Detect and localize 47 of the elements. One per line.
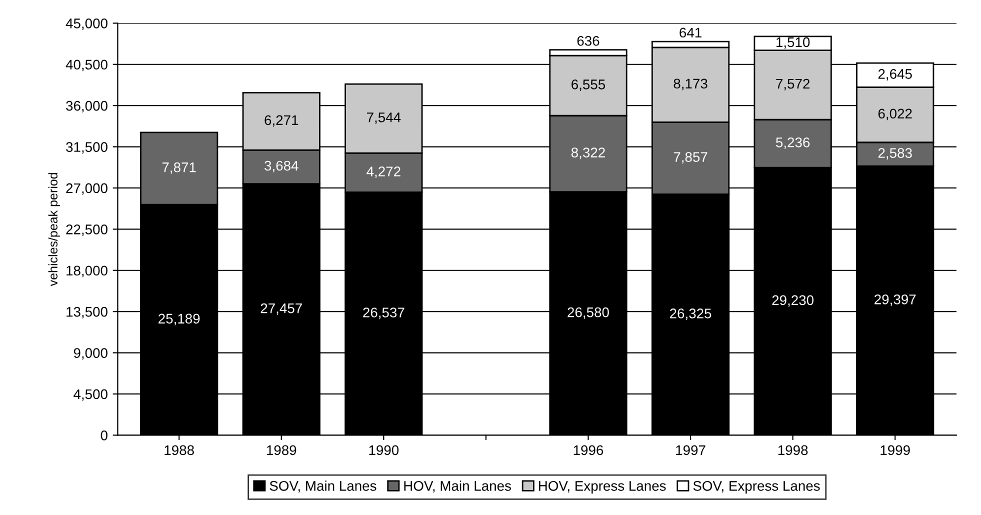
data-label: 4,272	[366, 166, 400, 178]
y-tick-label: 13,500	[66, 306, 108, 318]
legend-label: HOV, Main Lanes	[404, 480, 511, 492]
y-axis-title: vehicles/peak period	[48, 172, 60, 286]
x-tick-label: 1997	[676, 445, 706, 456]
data-label: 7,857	[674, 152, 708, 164]
data-label: 5,236	[776, 137, 810, 149]
y-tick-label: 22,500	[66, 224, 108, 236]
data-label: 6,271	[264, 115, 298, 127]
y-tick-label: 18,000	[66, 266, 108, 278]
data-label: 636	[577, 36, 600, 46]
y-tick-label: 0	[100, 430, 108, 440]
y-tick-label: 4,500	[74, 389, 108, 401]
data-label: 2,583	[878, 148, 912, 160]
x-tick-label: 1990	[369, 445, 399, 456]
legend-label: SOV, Express Lanes	[693, 481, 820, 494]
y-tick-label: 27,000	[66, 183, 108, 195]
data-label: 25,189	[158, 314, 200, 326]
legend-label: HOV, Express Lanes	[539, 481, 666, 494]
x-tick-label: 1989	[266, 445, 296, 456]
data-label: 27,457	[260, 303, 302, 315]
data-label: 26,537	[363, 308, 404, 320]
data-label: 7,572	[776, 78, 810, 90]
y-tick-label: 45,000	[66, 18, 108, 30]
data-label: 7,871	[162, 162, 196, 174]
data-label: 641	[680, 28, 702, 38]
y-tick-label: 40,500	[66, 60, 108, 72]
y-tick-label: 31,500	[66, 142, 108, 154]
data-label: 7,544	[367, 112, 401, 124]
x-tick-label: 1999	[880, 445, 910, 456]
legend-label: SOV, Main Lanes	[270, 480, 376, 492]
data-label: 3,684	[264, 160, 298, 172]
data-label: 6,022	[878, 108, 912, 120]
data-label: 26,325	[670, 308, 712, 320]
data-label: 2,645	[878, 69, 912, 81]
data-label: 8,173	[674, 78, 708, 90]
data-label: 6,555	[572, 80, 606, 91]
data-label: 8,322	[571, 148, 605, 160]
data-label: 29,230	[772, 295, 814, 307]
x-tick-label: 1998	[778, 445, 808, 456]
data-label: 29,397	[874, 294, 916, 306]
x-tick-label: 1988	[164, 445, 194, 456]
data-label: 1,510	[776, 37, 810, 49]
x-tick-label: 1996	[574, 445, 604, 456]
data-label: 26,580	[568, 307, 609, 319]
y-tick-label: 36,000	[66, 100, 108, 112]
y-tick-label: 9,000	[74, 348, 108, 360]
